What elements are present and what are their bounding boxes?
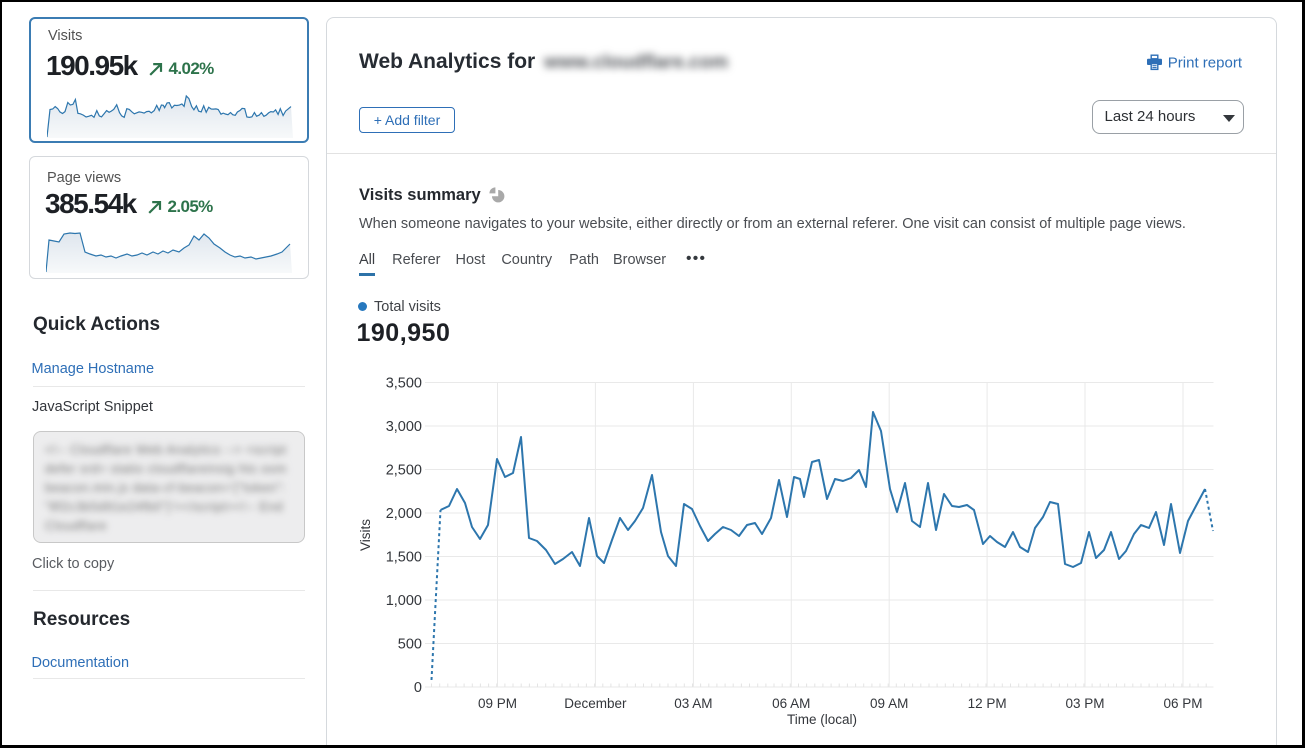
svg-text:3,500: 3,500 [386, 376, 422, 392]
svg-text:06 AM: 06 AM [772, 696, 810, 711]
svg-text:0: 0 [414, 680, 422, 696]
svg-text:Time (local): Time (local) [787, 712, 857, 727]
svg-text:2,000: 2,000 [386, 506, 422, 522]
svg-text:03 PM: 03 PM [1065, 696, 1104, 711]
svg-text:12 PM: 12 PM [968, 696, 1007, 711]
svg-text:06 PM: 06 PM [1163, 696, 1202, 711]
svg-text:09 PM: 09 PM [478, 696, 517, 711]
svg-text:3,000: 3,000 [386, 419, 422, 435]
svg-text:December: December [564, 696, 627, 711]
svg-text:500: 500 [398, 637, 422, 653]
svg-text:1,000: 1,000 [386, 593, 422, 609]
svg-text:09 AM: 09 AM [870, 696, 908, 711]
svg-text:2,500: 2,500 [386, 463, 422, 479]
svg-text:Visits: Visits [358, 519, 373, 551]
svg-text:1,500: 1,500 [386, 550, 422, 566]
svg-text:03 AM: 03 AM [674, 696, 712, 711]
